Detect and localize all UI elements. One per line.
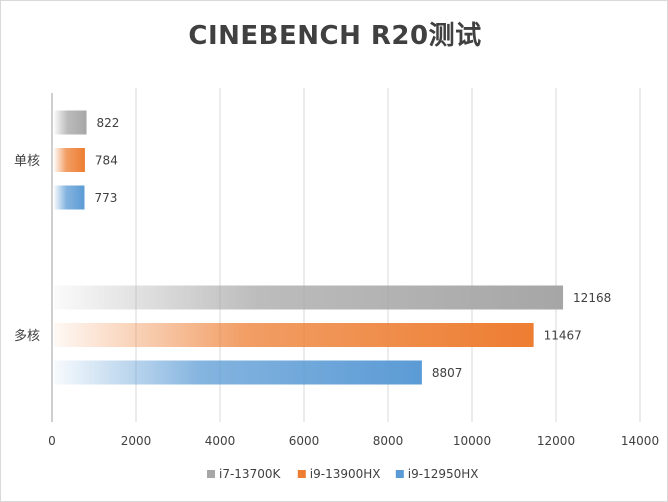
- data-label: 822: [97, 116, 120, 130]
- bar-i9-13900HX: [54, 148, 85, 172]
- legend-label: i7-13700K: [219, 467, 281, 481]
- x-tick-label: 4000: [205, 434, 236, 448]
- data-label: 8807: [432, 366, 463, 380]
- legend-label: i9-13900HX: [310, 467, 381, 481]
- legend-swatch: [207, 470, 215, 478]
- x-tick-label: 8000: [373, 434, 404, 448]
- legend-swatch: [395, 470, 404, 478]
- bar-i9-13900HX: [54, 323, 534, 347]
- category-label: 单核: [14, 154, 40, 169]
- chart-title: CINEBENCH R20测试: [188, 21, 482, 51]
- x-tick-label: 2000: [121, 434, 152, 448]
- bar-i7-13700K: [54, 110, 87, 135]
- x-tick-label: 6000: [289, 434, 320, 448]
- bar-i9-12950HX: [54, 185, 85, 210]
- x-tick-label: 14000: [621, 434, 659, 448]
- category-label: 多核: [14, 328, 40, 344]
- data-label: 773: [94, 191, 117, 205]
- bar-i9-12950HX: [54, 360, 422, 385]
- x-tick-label: 10000: [453, 434, 491, 448]
- bar-i7-13700K: [54, 285, 564, 310]
- x-tick-label: 0: [48, 434, 56, 448]
- data-label: 784: [95, 154, 118, 168]
- legend-label: i9-12950HX: [408, 467, 479, 481]
- x-tick-label: 12000: [537, 434, 575, 448]
- data-label: 11467: [544, 329, 582, 343]
- legend-swatch: [297, 470, 306, 478]
- data-label: 12168: [573, 291, 611, 305]
